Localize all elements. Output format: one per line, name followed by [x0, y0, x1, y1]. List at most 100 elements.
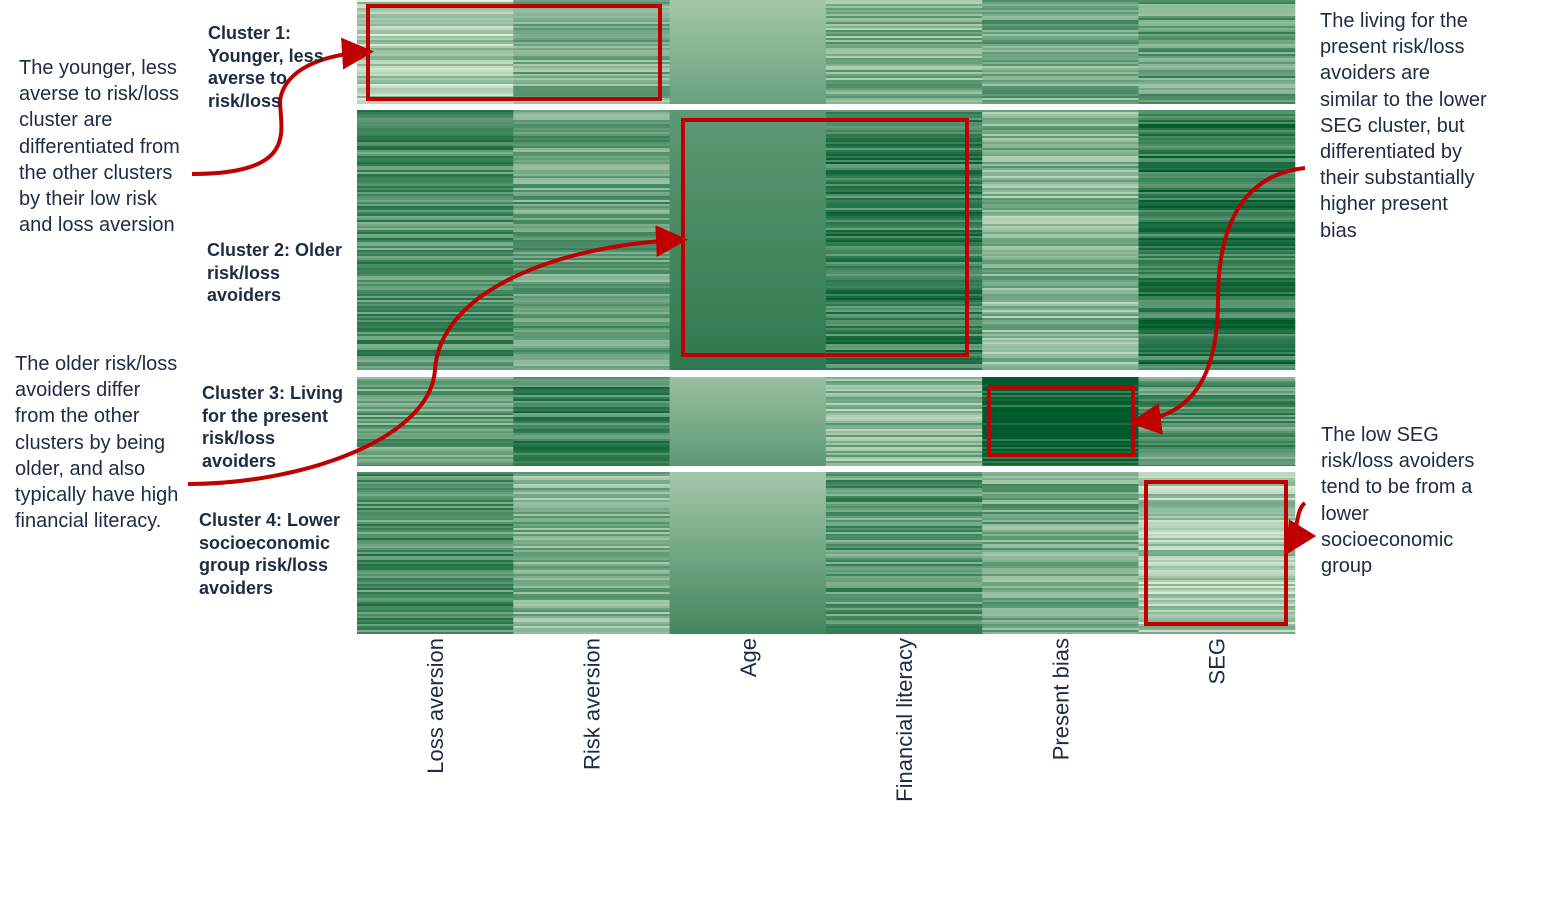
heatmap-stripe [357, 38, 514, 40]
heatmap-stripe [825, 266, 983, 268]
heatmap-stripe [1138, 401, 1296, 403]
heatmap-stripe [1138, 14, 1296, 16]
heatmap-stripe [669, 504, 827, 506]
heatmap-stripe [982, 360, 1139, 362]
heatmap-stripe [669, 94, 827, 96]
heatmap-stripe [825, 22, 983, 24]
heatmap-cells [357, 0, 1296, 634]
heatmap-stripe [357, 586, 514, 588]
heatmap-stripe [513, 246, 671, 248]
heatmap-stripe [825, 308, 983, 310]
heatmap-stripe [513, 538, 671, 540]
heatmap-stripe [357, 415, 514, 417]
heatmap-stripe [1138, 389, 1296, 391]
heatmap-stripe [669, 480, 827, 482]
heatmap-stripe [982, 588, 1139, 590]
heatmap-stripe [357, 58, 514, 60]
heatmap-stripe [357, 256, 514, 258]
heatmap-stripe [357, 425, 514, 427]
heatmap-stripe [825, 568, 983, 570]
heatmap-stripe [669, 419, 827, 421]
heatmap-stripe [1138, 262, 1296, 264]
heatmap-stripe [982, 608, 1139, 610]
heatmap-stripe [357, 314, 514, 316]
heatmap-stripe [982, 614, 1139, 616]
heatmap-stripe [513, 222, 671, 224]
heatmap-stripe [357, 218, 514, 220]
heatmap-stripe [1138, 114, 1296, 116]
heatmap-stripe [669, 304, 827, 306]
heatmap-stripe [825, 520, 983, 522]
heatmap-stripe [513, 425, 671, 427]
heatmap-stripe [1138, 42, 1296, 44]
heatmap-stripe [357, 476, 514, 478]
heatmap-stripe [669, 200, 827, 202]
heatmap-stripe [513, 332, 671, 334]
heatmap-stripe [357, 312, 514, 314]
heatmap-stripe [982, 336, 1139, 338]
heatmap-stripe [825, 190, 983, 192]
heatmap-stripe [669, 451, 827, 453]
heatmap-stripe [357, 397, 514, 399]
heatmap-stripe [825, 244, 983, 246]
heatmap-stripe [1138, 198, 1296, 200]
heatmap-stripe [669, 447, 827, 449]
heatmap-stripe [513, 116, 671, 118]
heatmap-stripe [982, 156, 1139, 158]
heatmap-stripe [1138, 459, 1296, 461]
heatmap-stripe [357, 298, 514, 300]
heatmap-stripe [513, 84, 671, 86]
heatmap-stripe [357, 90, 514, 92]
heatmap-stripe [669, 312, 827, 314]
heatmap-stripe [1138, 455, 1296, 457]
heatmap-stripe [982, 445, 1139, 447]
heatmap-stripe [669, 423, 827, 425]
heatmap-stripe [513, 174, 671, 176]
heatmap-stripe [357, 180, 514, 182]
heatmap-stripe [513, 526, 671, 528]
heatmap-stripe [1138, 272, 1296, 274]
heatmap-stripe [982, 550, 1139, 552]
heatmap-stripe [357, 12, 514, 14]
heatmap-stripe [357, 138, 514, 140]
heatmap-stripe [982, 52, 1139, 54]
heatmap-stripe [669, 10, 827, 12]
heatmap-stripe [669, 268, 827, 270]
heatmap-stripe [825, 270, 983, 272]
heatmap-stripe [669, 630, 827, 632]
heatmap-stripe [357, 342, 514, 344]
cluster-label: Cluster 4: Lower socioeconomic group ris… [199, 510, 341, 598]
heatmap-stripe [825, 236, 983, 238]
heatmap-stripe [513, 110, 671, 112]
heatmap-stripe [1138, 544, 1296, 546]
heatmap-stripe [357, 294, 514, 296]
heatmap-stripe [669, 508, 827, 510]
heatmap-stripe [982, 38, 1139, 40]
heatmap-stripe [982, 166, 1139, 168]
heatmap-stripe [669, 4, 827, 6]
heatmap-stripe [357, 328, 514, 330]
heatmap-stripe [1138, 126, 1296, 128]
heatmap-stripe [513, 248, 671, 250]
heatmap-stripe [513, 451, 671, 453]
heatmap-stripe [982, 564, 1139, 566]
heatmap-stripe [1138, 20, 1296, 22]
heatmap-stripe [825, 194, 983, 196]
heatmap-stripe [513, 198, 671, 200]
heatmap-stripe [357, 264, 514, 266]
heatmap-stripe [513, 570, 671, 572]
heatmap-stripe [982, 439, 1139, 441]
heatmap-stripe [982, 628, 1139, 630]
heatmap-stripe [825, 282, 983, 284]
heatmap-stripe [982, 274, 1139, 276]
heatmap-stripe [982, 110, 1139, 112]
heatmap-stripe [982, 70, 1139, 72]
heatmap-stripe [669, 184, 827, 186]
heatmap-stripe [669, 465, 827, 466]
heatmap-stripe [982, 334, 1139, 336]
heatmap-stripe [357, 628, 514, 630]
heatmap-stripe [513, 622, 671, 624]
heatmap-stripe [825, 366, 983, 368]
heatmap-stripe [982, 524, 1139, 526]
heatmap-stripe [1138, 110, 1296, 112]
